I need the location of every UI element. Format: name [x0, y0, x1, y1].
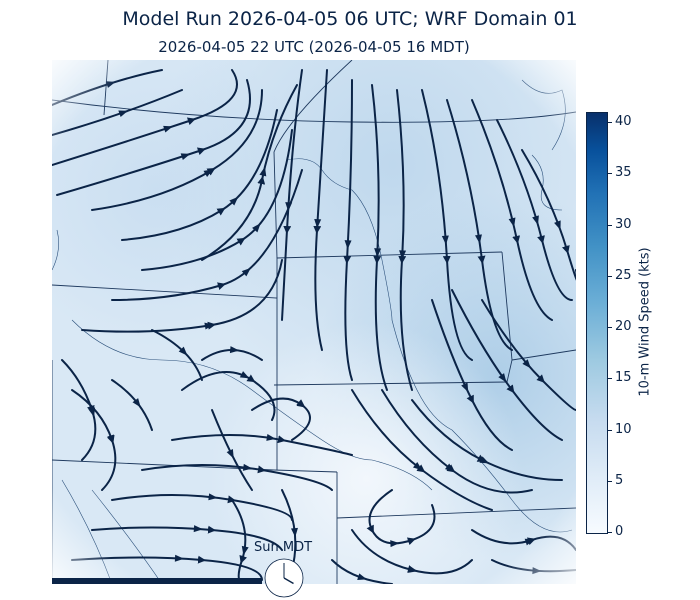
colorbar-tick-mark: [607, 429, 612, 431]
colorbar-tick-label: 35: [615, 165, 632, 181]
valid-time-subtitle: 2026-04-05 22 UTC (2026-04-05 16 MDT): [158, 38, 470, 56]
wind-map-canvas: [51, 59, 579, 586]
colorbar-tick-mark: [607, 173, 612, 175]
colorbar-tick-label: 0: [615, 524, 624, 539]
colorbar-tick-mark: [607, 480, 612, 482]
page-title: Model Run 2026-04-05 06 UTC; WRF Domain …: [122, 8, 578, 30]
colorbar-tick-label: 5: [615, 472, 624, 488]
wind-map: [51, 59, 579, 586]
forecast-progress-fill: [52, 578, 262, 584]
clock-icon: [264, 558, 304, 598]
colorbar-tick-mark: [607, 378, 612, 380]
wind-speed-colorbar: [586, 112, 608, 534]
colorbar-tick-mark: [607, 327, 612, 329]
colorbar-tick-mark: [607, 275, 612, 277]
colorbar-tick-mark: [607, 224, 612, 226]
colorbar-tick-mark: [607, 122, 612, 124]
colorbar-tick-label: 15: [615, 370, 632, 386]
colorbar-tick-mark: [607, 532, 612, 533]
forecast-progress-bar: [52, 578, 576, 584]
colorbar-tick-label: 25: [615, 267, 632, 283]
colorbar-tick-label: 30: [615, 216, 632, 232]
clock-label: Sun MDT: [254, 540, 313, 555]
colorbar-label: 10-m Wind Speed (kts): [637, 247, 653, 397]
colorbar-tick-label: 20: [615, 319, 632, 335]
colorbar-tick-label: 10: [615, 421, 632, 437]
colorbar-tick-label: 40: [615, 114, 632, 130]
